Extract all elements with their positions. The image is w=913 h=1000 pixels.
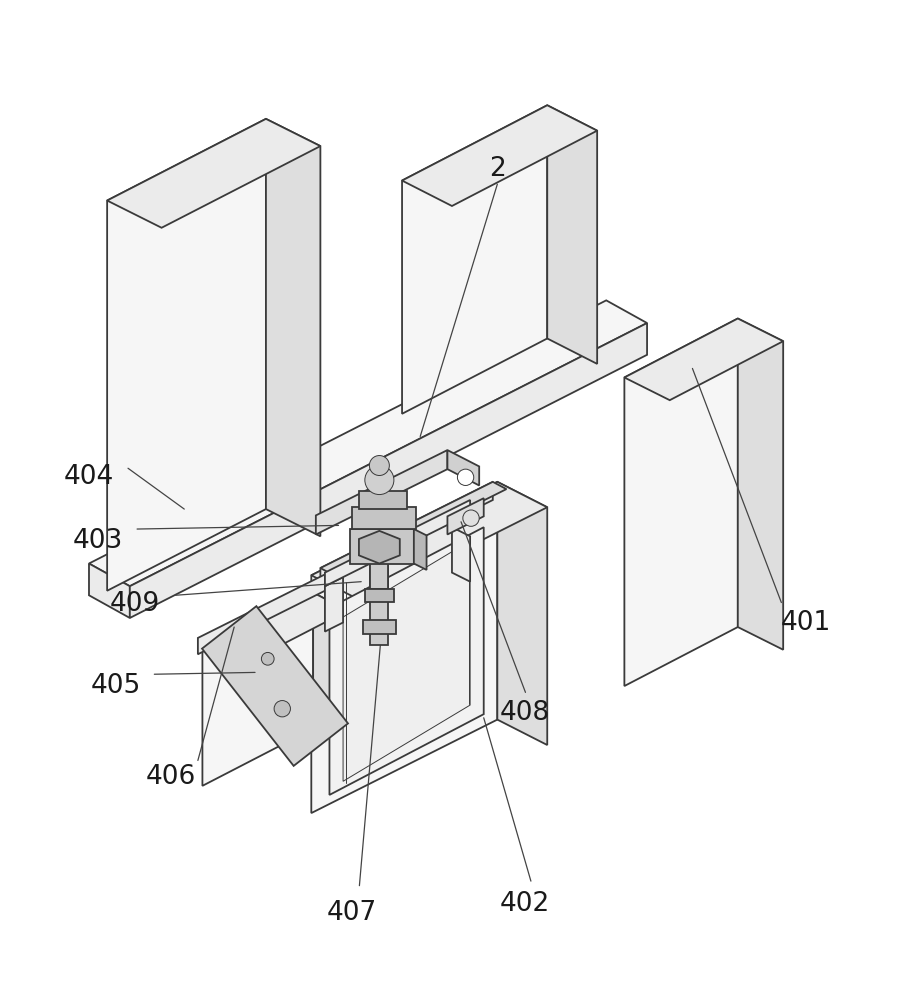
Polygon shape (447, 450, 479, 485)
Polygon shape (624, 319, 783, 400)
Text: 402: 402 (499, 891, 550, 917)
Polygon shape (316, 450, 447, 534)
Polygon shape (343, 541, 470, 781)
Circle shape (463, 510, 479, 526)
Polygon shape (365, 589, 394, 602)
Text: 2: 2 (489, 156, 506, 182)
Text: 408: 408 (499, 700, 550, 726)
Polygon shape (107, 119, 266, 591)
Text: 405: 405 (91, 673, 142, 699)
Text: 406: 406 (145, 764, 195, 790)
Text: 401: 401 (781, 610, 831, 636)
Polygon shape (89, 300, 647, 586)
Polygon shape (402, 105, 597, 206)
Text: 407: 407 (327, 900, 377, 926)
Polygon shape (547, 105, 597, 364)
Text: 409: 409 (110, 591, 160, 617)
Polygon shape (130, 323, 647, 618)
Polygon shape (351, 529, 414, 564)
Circle shape (365, 466, 394, 495)
Polygon shape (738, 319, 783, 650)
Polygon shape (624, 319, 738, 686)
Polygon shape (203, 593, 348, 668)
Polygon shape (311, 482, 547, 601)
Circle shape (261, 652, 274, 665)
Circle shape (457, 469, 474, 485)
Polygon shape (330, 527, 484, 795)
Text: 403: 403 (73, 528, 123, 554)
Polygon shape (311, 482, 498, 813)
Polygon shape (414, 529, 426, 570)
Polygon shape (325, 577, 343, 632)
Polygon shape (320, 482, 507, 575)
Polygon shape (313, 593, 348, 747)
Polygon shape (371, 541, 388, 589)
Polygon shape (359, 531, 400, 564)
Polygon shape (363, 620, 395, 634)
Polygon shape (352, 507, 415, 529)
Circle shape (274, 701, 290, 717)
Polygon shape (203, 593, 313, 786)
Polygon shape (325, 500, 470, 586)
Polygon shape (266, 119, 320, 536)
Polygon shape (498, 482, 547, 745)
Polygon shape (202, 606, 348, 766)
Polygon shape (402, 105, 547, 414)
Polygon shape (447, 498, 484, 534)
Polygon shape (320, 482, 493, 586)
Polygon shape (198, 574, 325, 654)
Text: 404: 404 (64, 464, 114, 490)
Polygon shape (360, 491, 406, 509)
Polygon shape (452, 527, 470, 582)
Polygon shape (107, 119, 320, 228)
Circle shape (370, 456, 389, 475)
Polygon shape (371, 564, 388, 645)
Polygon shape (89, 564, 130, 618)
